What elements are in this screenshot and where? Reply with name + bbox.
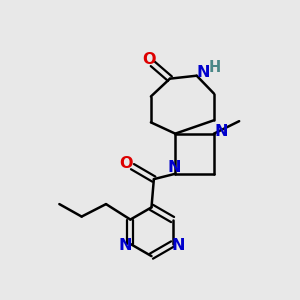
Text: N: N <box>214 124 228 139</box>
Text: N: N <box>171 238 185 253</box>
Text: N: N <box>196 65 210 80</box>
Text: O: O <box>119 156 133 171</box>
Text: N: N <box>118 238 132 253</box>
Text: H: H <box>208 60 220 75</box>
Text: N: N <box>167 160 181 175</box>
Text: O: O <box>142 52 156 67</box>
